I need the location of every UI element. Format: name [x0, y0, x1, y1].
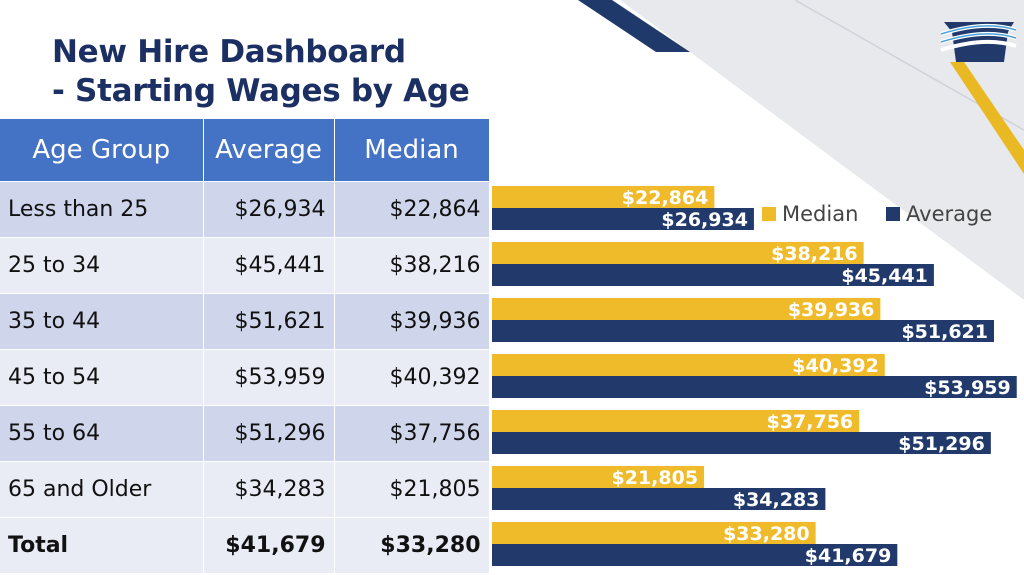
age-group-cell: 25 to 34	[0, 237, 204, 294]
median-bar	[492, 186, 715, 208]
average-bar	[492, 488, 826, 510]
median-cell: $39,936	[334, 293, 490, 350]
average-data-label: $34,283	[733, 489, 820, 511]
gray-swoosh	[620, 0, 1024, 300]
age-group-cell: Less than 25	[0, 181, 204, 238]
legend-swatch	[762, 207, 776, 221]
legend-label: Median	[782, 202, 858, 226]
age-group-cell: 65 and Older	[0, 461, 204, 518]
median-data-label: $38,216	[771, 243, 858, 265]
table-row: 55 to 64 $51,296 $37,756	[0, 405, 490, 462]
table-row: 65 and Older $34,283 $21,805	[0, 461, 490, 518]
age-group-cell: 55 to 64	[0, 405, 204, 462]
wages-table: Age Group Average Median Less than 25 $2…	[0, 119, 490, 573]
median-data-label: $21,805	[612, 467, 699, 489]
median-cell: $38,216	[334, 237, 490, 294]
average-bar	[492, 208, 754, 230]
average-data-label: $45,441	[841, 265, 928, 287]
median-cell: $33,280	[334, 517, 490, 573]
table-header-row: Age Group Average Median	[0, 119, 490, 182]
average-data-label: $53,959	[924, 377, 1011, 399]
keystone-logo-icon	[940, 22, 1017, 62]
average-cell: $45,441	[203, 237, 335, 294]
average-cell: $26,934	[203, 181, 335, 238]
page-title-line-2: - Starting Wages by Age	[52, 73, 470, 109]
median-data-label: $40,392	[792, 355, 879, 377]
median-bar	[492, 298, 881, 320]
average-data-label: $51,296	[898, 433, 985, 455]
median-cell: $37,756	[334, 405, 490, 462]
wages-bar-chart: $22,864$26,934 $38,216$45,441 $39,936 $51,6…	[492, 186, 1017, 567]
gold-stripe	[950, 62, 1024, 174]
average-cell: $34,283	[203, 461, 335, 518]
median-data-label: $33,280	[723, 523, 810, 545]
average-cell: $41,679	[203, 517, 335, 573]
legend-label: Average	[906, 202, 992, 226]
average-data-label: $41,679	[805, 545, 892, 567]
page-title: New Hire Dashboard - Starting Wages by A…	[52, 33, 470, 111]
average-cell: $51,621	[203, 293, 335, 350]
median-data-label: $39,936	[788, 299, 875, 321]
age-group-cell: 45 to 54	[0, 349, 204, 406]
chart-legend: Median Average	[762, 202, 992, 226]
median-bar	[492, 466, 705, 488]
table-row: Less than 25 $26,934 $22,864	[0, 181, 490, 238]
age-group-cell: 35 to 44	[0, 293, 204, 350]
header-average: Average	[203, 119, 335, 182]
legend-swatch	[886, 207, 900, 221]
age-group-cell: Total	[0, 517, 204, 573]
median-bar	[492, 242, 864, 264]
table-row: 25 to 34 $45,441 $38,216	[0, 237, 490, 294]
average-cell: $53,959	[203, 349, 335, 406]
average-data-label: $26,934	[661, 209, 748, 231]
page-title-line-1: New Hire Dashboard	[52, 34, 406, 70]
average-bar	[492, 432, 991, 454]
table-row: 45 to 54 $53,959 $40,392	[0, 349, 490, 406]
table-row: 35 to 44 $51,621 $39,936	[0, 293, 490, 350]
median-cell: $22,864	[334, 181, 490, 238]
average-bar	[492, 376, 1017, 398]
median-data-label: $37,756	[767, 411, 854, 433]
median-bar	[492, 522, 816, 544]
average-data-label: $51,621	[901, 321, 988, 343]
navy-stripe	[578, 0, 690, 52]
median-cell: $40,392	[334, 349, 490, 406]
average-bar	[492, 264, 934, 286]
median-cell: $21,805	[334, 461, 490, 518]
header-age-group: Age Group	[0, 119, 204, 182]
average-bar	[492, 544, 898, 566]
median-bar	[492, 410, 860, 432]
median-bar	[492, 354, 885, 376]
table-total-row: Total $41,679 $33,280	[0, 517, 490, 573]
header-median: Median	[334, 119, 490, 182]
average-cell: $51,296	[203, 405, 335, 462]
median-data-label: $22,864	[622, 187, 709, 209]
average-bar	[492, 320, 995, 342]
